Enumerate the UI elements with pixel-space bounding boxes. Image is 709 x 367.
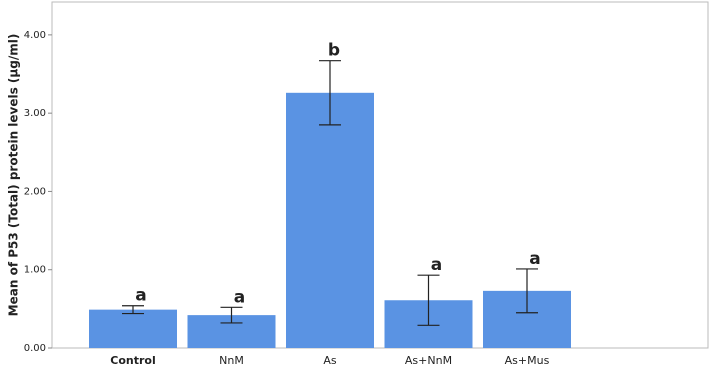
plot-frame — [51, 1, 709, 349]
y-axis-label: Mean of P53 (Total) protein levels (µg/m… — [7, 34, 21, 317]
y-tick-label: 3.00 — [24, 108, 46, 119]
y-tick-label: 4.00 — [24, 30, 46, 41]
x-tick-label: As+NnM — [405, 354, 452, 367]
y-tick-label: 2.00 — [24, 186, 46, 197]
error-bar — [122, 305, 144, 315]
error-bar — [516, 268, 538, 314]
y-tick-label: 0.00 — [24, 343, 46, 354]
annotation: a — [529, 249, 540, 269]
bar — [286, 92, 374, 349]
x-tick-label: As+Mus — [505, 354, 550, 367]
y-tick-label: 1.00 — [24, 265, 46, 276]
bar — [89, 309, 177, 348]
annotation: a — [234, 287, 245, 307]
error-bar — [220, 306, 243, 324]
x-tick-label: Control — [110, 354, 155, 367]
x-tick-label: NnM — [219, 354, 244, 367]
annotation: a — [431, 255, 442, 275]
x-tick-label: As — [323, 354, 337, 367]
annotation: b — [328, 41, 340, 61]
error-bar — [417, 274, 440, 326]
annotation: a — [135, 286, 146, 306]
error-bar — [319, 60, 341, 126]
